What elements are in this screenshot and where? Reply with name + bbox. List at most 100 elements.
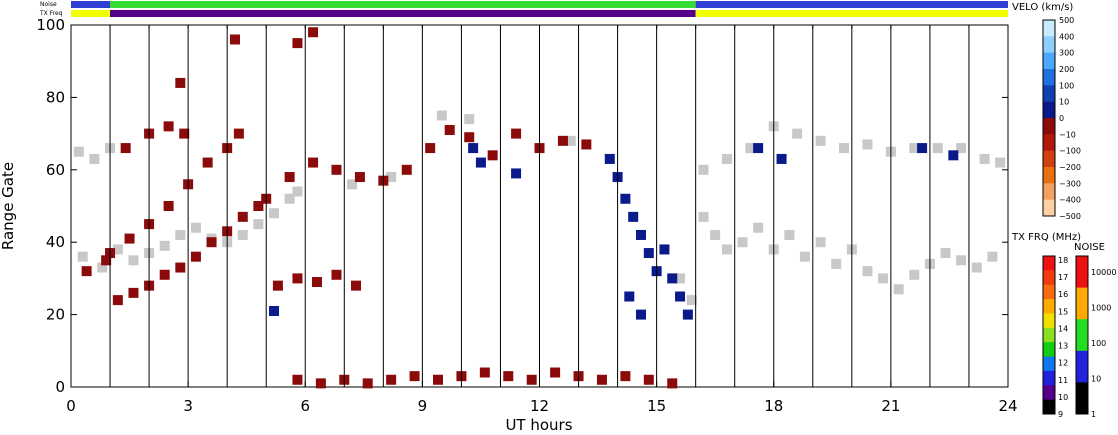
noise-segment-2 bbox=[695, 1, 1008, 8]
velocity-swatch-7 bbox=[1043, 134, 1055, 152]
data-point-2-19 bbox=[917, 143, 928, 154]
data-point-1-6 bbox=[175, 262, 186, 273]
data-point-0-5 bbox=[112, 244, 123, 255]
x-tick-label-1: 3 bbox=[183, 397, 193, 415]
noise-tick-label-2: 100 bbox=[1091, 339, 1106, 348]
data-point-1-62 bbox=[620, 371, 631, 382]
data-point-1-10 bbox=[237, 211, 248, 222]
txfreq-swatch-4 bbox=[1043, 313, 1055, 329]
data-point-1-63 bbox=[643, 374, 654, 385]
data-point-1-52 bbox=[386, 374, 397, 385]
data-point-1-32 bbox=[331, 164, 342, 175]
data-point-0-9 bbox=[175, 229, 186, 240]
data-point-2-2 bbox=[620, 193, 631, 204]
txfreq-colorbar: TX FRQ (MHz) 18 17 16 15 14 13 12 11 10 9 bbox=[1011, 232, 1081, 419]
data-point-0-32 bbox=[909, 269, 920, 280]
data-point-0-51 bbox=[995, 157, 1006, 168]
data-point-1-44 bbox=[175, 77, 186, 88]
data-point-1-14 bbox=[124, 233, 135, 244]
data-point-2-14 bbox=[468, 143, 479, 154]
data-point-2-10 bbox=[682, 309, 693, 320]
data-point-0-6 bbox=[128, 255, 139, 266]
data-point-2-3 bbox=[628, 211, 639, 222]
velocity-tick-label-9: −200 bbox=[1059, 163, 1081, 172]
y-tick-label-2: 40 bbox=[46, 233, 65, 251]
data-point-1-56 bbox=[479, 367, 490, 378]
hour-lines bbox=[109, 25, 970, 387]
data-point-0-57 bbox=[675, 273, 686, 284]
velocity-colorbar-frame bbox=[1042, 19, 1056, 217]
data-point-0-13 bbox=[237, 229, 248, 240]
data-point-0-56 bbox=[565, 135, 576, 146]
noise-bar bbox=[71, 1, 1008, 8]
data-point-0-35 bbox=[956, 255, 967, 266]
txfreq-swatch-5 bbox=[1043, 327, 1055, 343]
txfreq-swatch-6 bbox=[1043, 342, 1055, 358]
data-point-2-7 bbox=[659, 244, 670, 255]
data-point-0-48 bbox=[932, 143, 943, 154]
x-tick-label-7: 21 bbox=[881, 397, 900, 415]
data-point-0-43 bbox=[815, 135, 826, 146]
noise-swatch-3 bbox=[1076, 350, 1088, 383]
txfreq-bar-label: TX Freq bbox=[39, 10, 63, 17]
data-point-0-53 bbox=[386, 172, 397, 183]
txfreq-segment-0 bbox=[71, 10, 111, 17]
txfreq-tick-label-4: 14 bbox=[1058, 324, 1068, 333]
data-point-1-21 bbox=[120, 143, 131, 154]
data-point-0-25 bbox=[799, 251, 810, 262]
data-point-2-12 bbox=[636, 309, 647, 320]
data-point-1-25 bbox=[272, 280, 283, 291]
data-point-0-8 bbox=[159, 240, 170, 251]
velocity-tick-label-2: 300 bbox=[1059, 49, 1074, 58]
velocity-swatch-11 bbox=[1043, 199, 1055, 217]
velocity-swatch-9 bbox=[1043, 167, 1055, 184]
data-point-1-38 bbox=[464, 132, 475, 143]
velocity-colorbar-title: VELO (km/s) bbox=[1012, 2, 1073, 13]
data-point-1-23 bbox=[163, 121, 174, 132]
y-tick-label-1: 20 bbox=[46, 306, 65, 324]
y-tick-label-4: 80 bbox=[46, 88, 65, 106]
data-point-1-20 bbox=[233, 128, 244, 139]
txfreq-tick-label-1: 17 bbox=[1058, 273, 1068, 282]
velocity-tick-label-10: −300 bbox=[1059, 179, 1081, 188]
x-axis-ticks: 0 3 6 9 12 15 18 21 24 bbox=[66, 25, 1018, 415]
data-point-0-30 bbox=[878, 273, 889, 284]
txfreq-swatch-8 bbox=[1043, 370, 1055, 386]
data-point-0-22 bbox=[753, 222, 764, 233]
data-point-0-52 bbox=[347, 179, 358, 190]
txfreq-tick-label-5: 13 bbox=[1058, 342, 1068, 351]
data-point-0-4 bbox=[97, 262, 108, 273]
velocity-swatch-4 bbox=[1043, 85, 1055, 103]
data-point-1-5 bbox=[159, 269, 170, 280]
data-point-0-39 bbox=[721, 153, 732, 164]
data-point-1-0 bbox=[81, 266, 92, 277]
data-point-0-26 bbox=[815, 237, 826, 248]
txfreq-bar bbox=[71, 10, 1008, 17]
txfreq-colorbar-title: TX FRQ (MHz) bbox=[1011, 232, 1081, 243]
velocity-tick-label-4: 100 bbox=[1059, 81, 1074, 90]
x-tick-label-6: 18 bbox=[764, 397, 783, 415]
y-tick-label-3: 60 bbox=[46, 161, 65, 179]
data-point-1-1 bbox=[101, 255, 112, 266]
data-point-0-16 bbox=[284, 193, 295, 204]
data-point-0-36 bbox=[971, 262, 982, 273]
velocity-tick-label-11: −400 bbox=[1059, 196, 1081, 205]
data-point-1-30 bbox=[284, 172, 295, 183]
data-point-2-18 bbox=[776, 153, 787, 164]
x-tick-label-8: 24 bbox=[998, 397, 1017, 415]
data-point-0-54 bbox=[436, 110, 447, 121]
velocity-swatch-5 bbox=[1043, 101, 1055, 119]
velocity-tick-label-8: −100 bbox=[1059, 147, 1081, 156]
data-point-0-58 bbox=[686, 295, 697, 306]
velocity-swatch-2 bbox=[1043, 52, 1055, 70]
data-point-2-17 bbox=[753, 143, 764, 154]
txfreq-swatch-2 bbox=[1043, 284, 1055, 300]
data-point-1-64 bbox=[667, 378, 678, 389]
noise-swatch-0 bbox=[1076, 256, 1088, 289]
data-point-0-27 bbox=[831, 258, 842, 269]
txfreq-segment-2 bbox=[695, 10, 1008, 17]
velocity-tick-label-0: 500 bbox=[1059, 16, 1074, 25]
data-point-2-13 bbox=[269, 305, 280, 316]
txfreq-swatch-1 bbox=[1043, 270, 1055, 286]
